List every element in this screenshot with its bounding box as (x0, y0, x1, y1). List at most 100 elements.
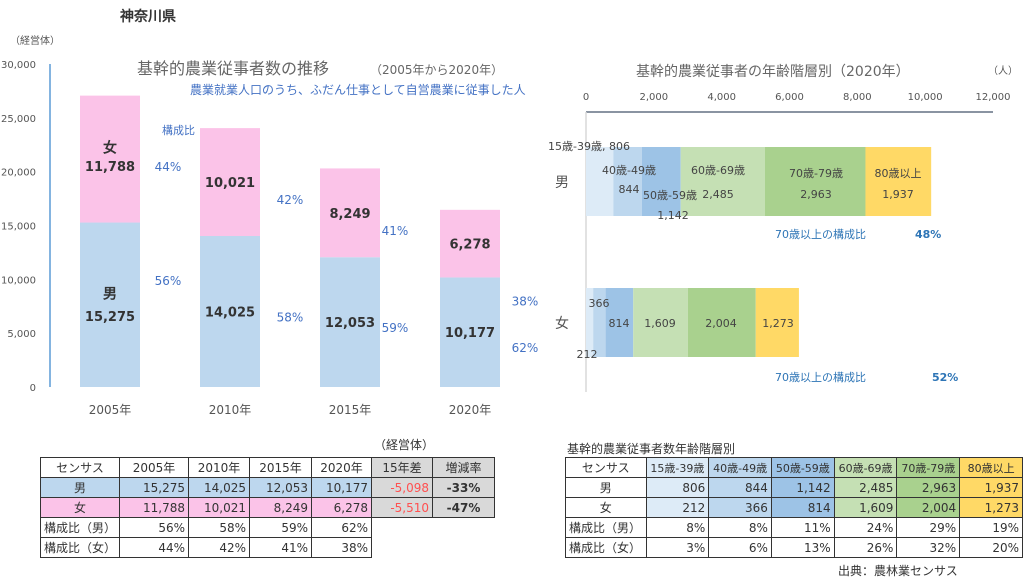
data-label-female: 11,788 (85, 160, 135, 175)
x-tick-label: 12,000 (976, 92, 1011, 103)
data-label-female: 1,273 (762, 317, 794, 330)
header-cell: 80歳以上 (959, 457, 1023, 478)
table-cell: 3% (645, 537, 710, 558)
x-tick-label: 2010年 (209, 403, 252, 417)
chart-title: 基幹的農業従事者数の推移 (137, 59, 329, 78)
table-row: 男 15,275 14,025 12,053 10,177 -5,098 -33% (40, 477, 495, 498)
table-cell: 62% (311, 517, 372, 538)
y-tick-label: 20,000 (1, 168, 36, 179)
bar-male (320, 257, 380, 387)
data-label-female: 814 (609, 317, 630, 330)
header-cell: 50歳-59歳 (770, 457, 835, 478)
source-note: 出典：農林業センサス (838, 564, 958, 578)
table-cell: 10,021 (188, 497, 250, 518)
table-cell: 1,937 (959, 477, 1023, 498)
region-title: 神奈川県 (120, 9, 176, 25)
bar-female (320, 168, 380, 258)
bar-female (80, 95, 140, 223)
header-cell: 2010年 (188, 457, 250, 478)
data-label-male: 844 (619, 183, 640, 196)
row-label: 男 (565, 477, 647, 498)
table-cell: -5,510 (371, 497, 433, 518)
header-cell: センサス (40, 457, 120, 478)
data-label-female: 10,021 (205, 176, 255, 191)
ratio-female: 42% (277, 193, 304, 207)
data-label-male: 14,025 (205, 305, 255, 320)
table-row: 構成比（女） 3% 6% 13% 26% 32% 20% (565, 537, 1023, 558)
data-label-male: 15歳-39歳, 806 (548, 140, 630, 153)
header-cell: 2005年 (119, 457, 189, 478)
table-cell: 8% (645, 517, 710, 538)
header-cell: 60歳-69歳 (833, 457, 898, 478)
row-label: 構成比（男） (565, 517, 647, 538)
table-cell: 844 (708, 477, 772, 498)
x-tick-label: 10,000 (908, 92, 943, 103)
table-cell: 6,278 (311, 497, 372, 518)
table2-title: 基幹的農業従事者数年齢階層別 (567, 442, 736, 456)
header-cell: センサス (565, 457, 647, 478)
table-cell: 2,004 (896, 497, 961, 518)
data-label-female: 8,249 (329, 207, 370, 222)
header-cell: 15年差 (371, 457, 433, 478)
data-label-male: 1,142 (657, 209, 689, 222)
annotation-female: 52% (932, 371, 958, 384)
bar-segment (586, 147, 614, 216)
data-label-female: 1,609 (644, 317, 676, 330)
table-cell: 20% (959, 537, 1023, 558)
bar-male (200, 235, 260, 387)
table-cell: 26% (833, 537, 898, 558)
annotation-male: 48% (915, 228, 941, 241)
x-tick-label: 2015年 (329, 403, 372, 417)
age-chart: 基幹的農業従事者の年齢階層別（2020年） （人） 0 2,000 4,000 6,000… (548, 63, 1018, 392)
data-label-female: 366 (589, 297, 610, 310)
table-cell: 806 (645, 477, 710, 498)
table-cell: 2,485 (833, 477, 898, 498)
ratio-female: 38% (512, 295, 539, 309)
table1-unit: （経営体） (374, 438, 435, 452)
header-cell: 15歳-39歳 (645, 457, 710, 478)
data-label-male: 60歳-69歳 (691, 164, 745, 177)
x-tick-label: 4,000 (707, 92, 736, 103)
header-cell: 増減率 (432, 457, 495, 478)
category-label: 女 (555, 315, 569, 332)
table-cell: 38% (311, 537, 372, 558)
y-tick-label: 30,000 (1, 60, 36, 71)
data-label-male: 12,053 (325, 316, 375, 331)
table-cell: 11% (770, 517, 835, 538)
chart-subtitle: 農業就業人口のうち、ふだん仕事として自営農業に従事した人 (190, 83, 526, 97)
ratio-male: 59% (382, 321, 409, 335)
table-cell: 2,963 (896, 477, 961, 498)
x-tick-label: 2005年 (89, 403, 132, 417)
annotation-label: 70歳以上の構成比 (775, 371, 866, 384)
table-cell: 814 (770, 497, 835, 518)
data-label-male: 10,177 (445, 326, 495, 341)
table-row: 構成比（女） 44% 42% 41% 38% (40, 537, 495, 558)
ratio-male: 62% (512, 341, 539, 355)
y-tick-label: 5,000 (7, 329, 36, 340)
data-label-female: 212 (577, 348, 598, 361)
x-tick-label: 0 (583, 92, 589, 103)
bar-male (440, 277, 500, 387)
data-label-male: 2,485 (702, 188, 734, 201)
table-cell: 32% (896, 537, 961, 558)
table-row: 女 212 366 814 1,609 2,004 1,273 (565, 497, 1023, 518)
ratio-female: 41% (382, 224, 409, 238)
trend-chart: （経営体） 0 5,000 10,000 15,000 20,000 25,000 30,00… (1, 34, 539, 417)
series-name-female: 女 (103, 140, 117, 157)
header-cell: 70歳-79歳 (896, 457, 961, 478)
table-cell: 56% (119, 517, 189, 538)
data-label-female: 2,004 (705, 317, 737, 330)
y-tick-label: 15,000 (1, 222, 36, 233)
bar-segment (865, 147, 932, 216)
bar-segment (605, 288, 634, 357)
bar-segment (613, 147, 642, 216)
bar-segment (633, 288, 688, 357)
header-cell: 2020年 (311, 457, 372, 478)
table-cell: 14,025 (188, 477, 250, 498)
table-cell: 1,273 (959, 497, 1023, 518)
y-tick-label: 10,000 (1, 275, 36, 286)
table-cell: 29% (896, 517, 961, 538)
table-cell: 58% (188, 517, 250, 538)
header-row: センサス 15歳-39歳 40歳-49歳 50歳-59歳 60歳-69歳 70歳-79歳 8… (565, 457, 1023, 478)
bar-segment (680, 147, 765, 216)
